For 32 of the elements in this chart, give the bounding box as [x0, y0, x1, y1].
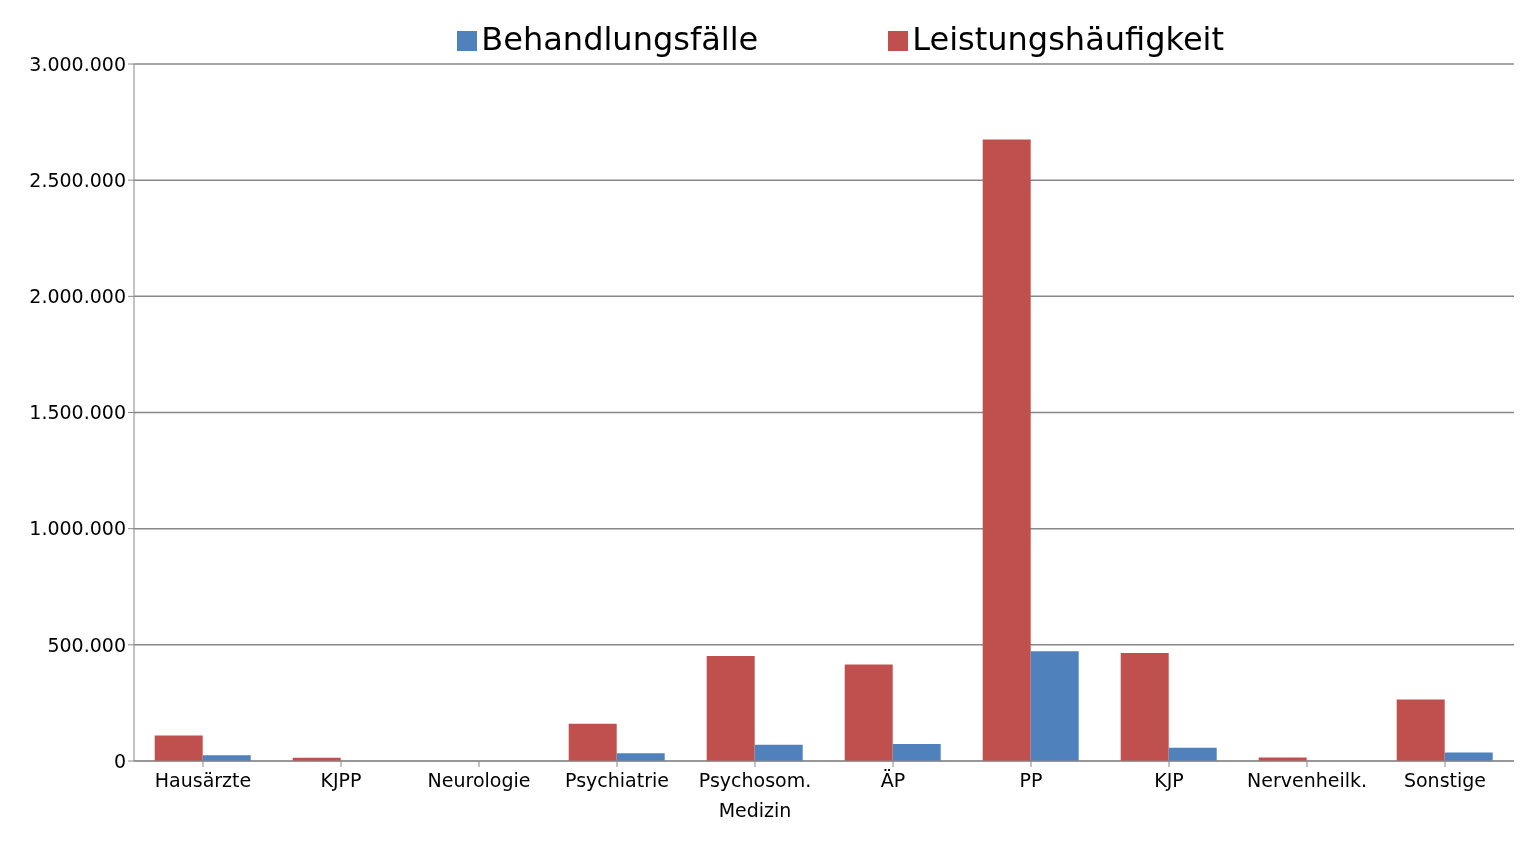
bar	[754, 744, 803, 761]
x-tick-label: PP	[1019, 769, 1043, 791]
bar	[616, 753, 665, 761]
bar	[568, 723, 617, 761]
y-tick-label: 2.000.000	[29, 285, 126, 308]
bar	[1030, 651, 1079, 761]
bar	[982, 139, 1031, 761]
x-tick-label: Hausärzte	[154, 769, 252, 791]
x-tick-label: Sonstige	[1403, 769, 1487, 791]
bar	[1444, 752, 1493, 761]
bar	[844, 664, 893, 761]
legend-label: Behandlungsfälle	[481, 20, 759, 58]
x-tick-label: ÄP	[880, 769, 906, 791]
y-tick-label: 0	[113, 749, 126, 772]
bar	[1168, 747, 1217, 761]
y-tick-label: 2.500.000	[29, 168, 126, 191]
legend-label: Leistungshäufigkeit	[912, 20, 1224, 58]
bar	[1396, 699, 1445, 761]
x-tick-label: KJP	[1154, 769, 1184, 791]
y-tick-label: 3.000.000	[29, 52, 126, 75]
bar	[892, 744, 941, 761]
y-tick-label: 1.000.000	[29, 517, 126, 540]
x-tick-label: KJPP	[320, 769, 362, 791]
x-tick-label: Nervenheilk.	[1246, 769, 1368, 791]
y-tick-label: 1.500.000	[29, 401, 126, 424]
x-tick-label: Psychiatrie	[565, 769, 669, 791]
bar	[706, 655, 755, 761]
y-tick-label: 500.000	[47, 633, 126, 656]
bar	[154, 735, 203, 761]
x-tick-label: Neurologie	[427, 769, 531, 791]
x-tick-label: Psychosom. Medizin	[698, 769, 812, 821]
bar	[1120, 652, 1169, 761]
